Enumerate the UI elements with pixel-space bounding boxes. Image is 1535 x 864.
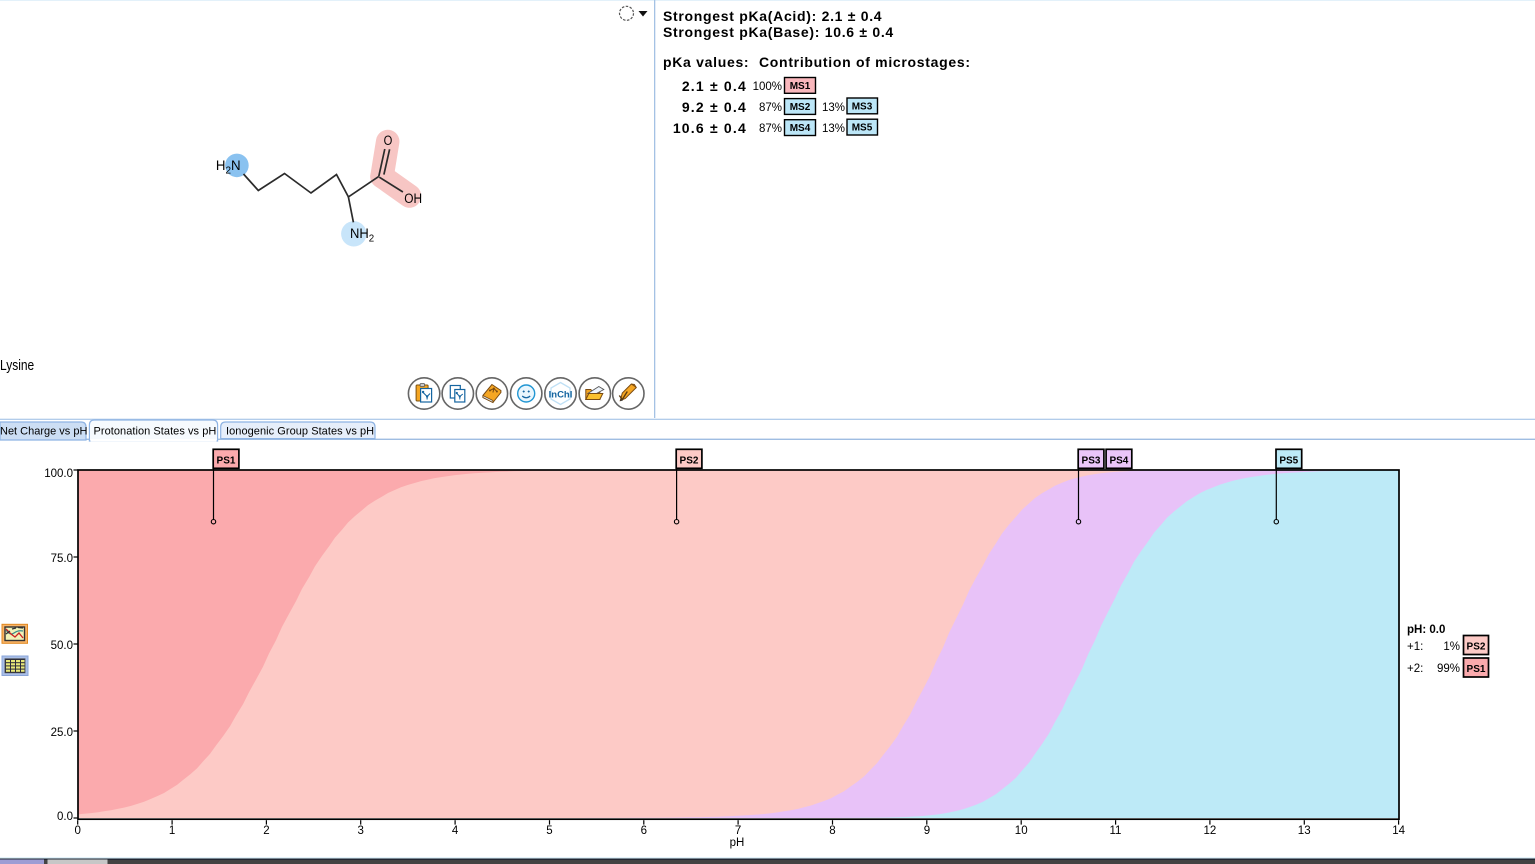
svg-text:MS2: MS2	[790, 102, 811, 113]
svg-text:14: 14	[1392, 825, 1405, 837]
svg-text:7: 7	[735, 825, 741, 837]
svg-text:Strongest pKa(Acid): 2.1 ± 0.4: Strongest pKa(Acid): 2.1 ± 0.4	[663, 8, 882, 24]
svg-text:99%: 99%	[1437, 663, 1460, 675]
svg-text:2.1 ± 0.4: 2.1 ± 0.4	[682, 78, 747, 94]
svg-text:Net Charge vs pH: Net Charge vs pH	[0, 426, 87, 438]
svg-text:87%: 87%	[759, 123, 782, 135]
svg-text:3: 3	[357, 825, 363, 837]
svg-text:MS4: MS4	[790, 123, 811, 134]
svg-text:O: O	[384, 133, 393, 148]
svg-text:PS3: PS3	[1082, 456, 1101, 467]
svg-text:9: 9	[924, 825, 930, 837]
svg-text:+1:: +1:	[1407, 641, 1423, 653]
svg-text:10: 10	[1015, 825, 1028, 837]
svg-text:PS1: PS1	[1467, 664, 1486, 675]
svg-text:9.2 ± 0.4: 9.2 ± 0.4	[682, 99, 747, 115]
svg-text:Lysine: Lysine	[0, 357, 34, 374]
svg-text:OH: OH	[404, 190, 422, 206]
svg-text:1%: 1%	[1443, 641, 1460, 653]
svg-text:25.0: 25.0	[51, 727, 73, 739]
svg-text:5: 5	[546, 825, 552, 837]
svg-text:6: 6	[641, 825, 647, 837]
svg-text:Ionogenic Group States vs pH: Ionogenic Group States vs pH	[226, 426, 374, 438]
svg-text:MS1: MS1	[790, 81, 811, 92]
svg-text:PS5: PS5	[1279, 456, 1298, 467]
svg-text:MS3: MS3	[852, 102, 873, 113]
svg-text:100.0: 100.0	[44, 468, 73, 480]
svg-text:pH: pH	[730, 837, 745, 849]
svg-text:100%: 100%	[753, 81, 782, 93]
svg-text:H2N: H2N	[216, 158, 241, 177]
svg-text:8: 8	[829, 825, 835, 837]
svg-text:1: 1	[169, 825, 175, 837]
svg-text:PS2: PS2	[680, 456, 699, 467]
svg-text:PS2: PS2	[1467, 642, 1486, 653]
svg-text:PS1: PS1	[217, 456, 236, 467]
svg-text:Protonation States vs pH: Protonation States vs pH	[94, 426, 217, 438]
svg-text:PS4: PS4	[1109, 456, 1128, 467]
svg-text:Contribution of microstages:: Contribution of microstages:	[759, 54, 971, 70]
svg-text:NH2: NH2	[350, 226, 375, 245]
svg-text:MS5: MS5	[852, 123, 873, 134]
svg-text:50.0: 50.0	[51, 640, 73, 652]
svg-text:InChI: InChI	[549, 390, 573, 401]
svg-text:11: 11	[1110, 825, 1122, 837]
svg-text:10.6 ± 0.4: 10.6 ± 0.4	[673, 120, 747, 136]
svg-text:4: 4	[452, 825, 459, 837]
svg-text:pH: 0.0: pH: 0.0	[1407, 624, 1445, 636]
svg-text:13%: 13%	[822, 123, 845, 135]
svg-text:75.0: 75.0	[51, 553, 73, 565]
svg-text:13%: 13%	[822, 102, 845, 114]
svg-text:0: 0	[74, 825, 80, 837]
svg-text:12: 12	[1204, 825, 1217, 837]
svg-text:Strongest pKa(Base): 10.6 ± 0.: Strongest pKa(Base): 10.6 ± 0.4	[663, 24, 894, 40]
svg-text:2: 2	[263, 825, 269, 837]
svg-text:0.0: 0.0	[57, 811, 73, 823]
svg-text:87%: 87%	[759, 102, 782, 114]
svg-text:13: 13	[1298, 825, 1311, 837]
svg-text:+2:: +2:	[1407, 663, 1423, 675]
svg-text:pKa values:: pKa values:	[663, 54, 749, 70]
